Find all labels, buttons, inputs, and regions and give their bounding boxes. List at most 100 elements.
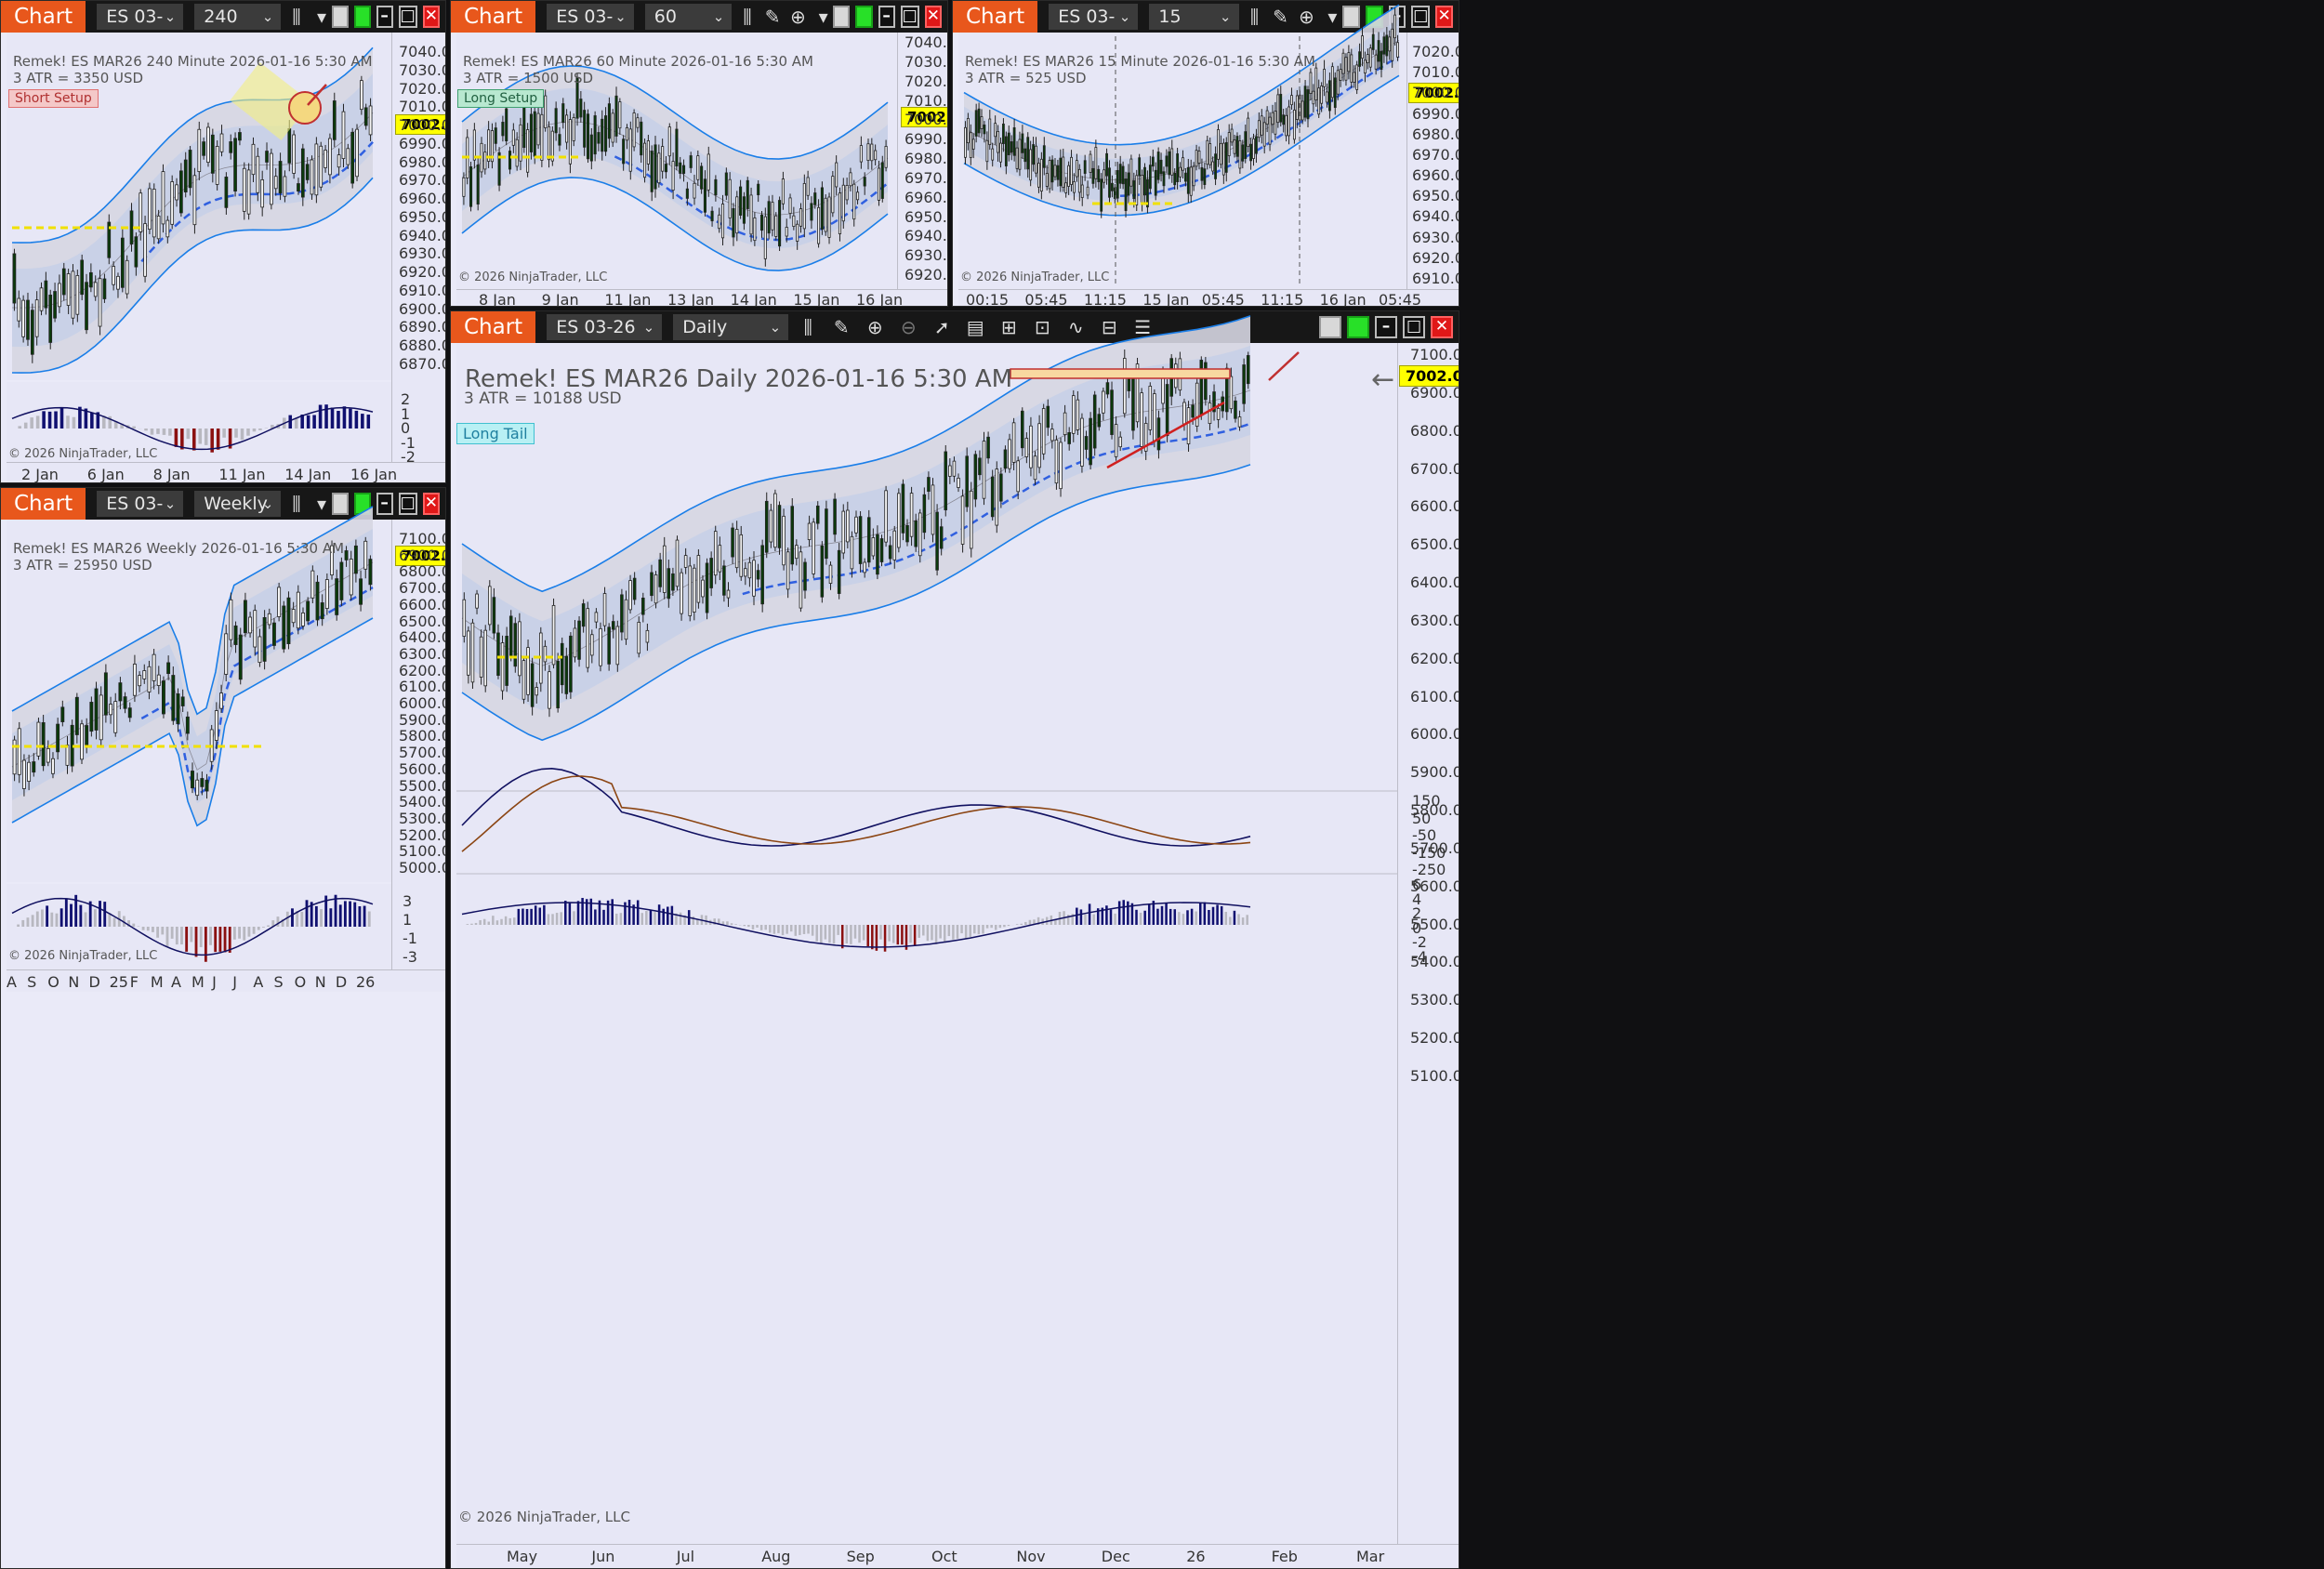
candle-body — [205, 779, 209, 792]
candle-body — [26, 299, 30, 340]
chart-title: Remek! ES MAR26 15 Minute 2026-01-16 5:3… — [965, 53, 1315, 70]
maximize-button[interactable]: □ — [1411, 6, 1431, 28]
candle-body — [1053, 165, 1057, 178]
histogram-bar — [977, 925, 981, 935]
back-arrow-icon[interactable]: ← — [1371, 363, 1395, 396]
histogram-bar — [1195, 911, 1197, 925]
close-button[interactable]: ✕ — [1435, 6, 1453, 28]
dropdown-arrow-icon[interactable]: ▾ — [818, 6, 828, 28]
zoom-in-icon[interactable]: ⊕ — [1299, 6, 1314, 28]
price-axis[interactable] — [391, 520, 445, 969]
instrument-selector[interactable]: ES 03-26⌄ — [547, 4, 634, 53]
time-axis[interactable] — [958, 289, 1459, 306]
time-axis[interactable] — [456, 1544, 1459, 1568]
bar-type-icon[interactable]: ⫼ — [292, 6, 301, 28]
price-tick: 5200.00 — [399, 825, 445, 844]
candle-body — [624, 599, 628, 640]
price-tick: 6970.00 — [399, 171, 445, 190]
period-selector[interactable]: Weekly ⌄ — [194, 491, 282, 517]
price-tick: 7020.00 — [905, 72, 947, 90]
chart-tab[interactable]: Chart — [1, 488, 86, 520]
period-selector[interactable]: Daily ⌄ — [673, 314, 789, 340]
instrument-link-button[interactable] — [353, 6, 371, 28]
close-button[interactable]: ✕ — [422, 493, 440, 515]
candle-body — [1023, 148, 1027, 163]
price-axis[interactable] — [897, 33, 947, 289]
chart-tab[interactable]: Chart — [451, 1, 536, 33]
dropdown-arrow-icon[interactable]: ▾ — [1327, 6, 1338, 28]
candle-body — [728, 178, 732, 218]
screenshot-icon[interactable]: ⊡ — [1034, 316, 1050, 338]
histogram-bar — [858, 925, 861, 943]
close-button[interactable]: ✕ — [422, 6, 440, 28]
dropdown-arrow-icon[interactable]: ▾ — [316, 6, 327, 28]
instrument-selector[interactable]: ES 03-26⌄ — [547, 314, 663, 340]
minimize-button[interactable]: – — [1375, 316, 1397, 338]
oscillator-bar — [204, 927, 207, 962]
price-axis[interactable] — [1406, 33, 1459, 289]
histogram-bar — [1156, 908, 1159, 925]
oscillator-bar — [209, 927, 212, 945]
time-axis[interactable] — [456, 289, 947, 306]
minimize-button[interactable]: – — [376, 493, 393, 515]
link-button[interactable] — [331, 493, 349, 515]
bar-type-icon[interactable]: ⫼ — [803, 316, 812, 338]
price-axis[interactable] — [391, 33, 445, 462]
time-axis[interactable] — [7, 969, 445, 992]
candle-body — [1108, 167, 1111, 198]
chart-tab[interactable]: Chart — [1, 1, 86, 33]
bar-type-icon[interactable]: ⫼ — [743, 6, 752, 28]
maximize-button[interactable]: □ — [398, 493, 417, 515]
data-box-icon[interactable]: ▤ — [966, 316, 984, 338]
strategies-icon[interactable]: ∿ — [1067, 316, 1084, 338]
candle-body — [1071, 395, 1076, 434]
bar-type-icon[interactable]: ⫼ — [1249, 6, 1260, 28]
chart-tab[interactable]: Chart — [953, 1, 1038, 33]
time-tick: 26 — [356, 973, 376, 991]
properties-icon[interactable]: ⊞ — [1000, 316, 1017, 338]
maximize-button[interactable]: □ — [398, 6, 417, 28]
close-button[interactable]: ✕ — [924, 6, 942, 28]
zoom-out-icon[interactable]: ⊖ — [900, 316, 917, 338]
list-icon[interactable]: ☰ — [1134, 316, 1152, 338]
link-button[interactable] — [833, 6, 851, 28]
maximize-button[interactable]: □ — [900, 6, 919, 28]
pencil-icon[interactable]: ✎ — [833, 316, 850, 338]
pencil-icon[interactable]: ✎ — [1273, 6, 1288, 28]
histogram-bar — [799, 925, 801, 935]
bar-type-icon[interactable]: ⫼ — [292, 493, 301, 515]
price-tick: 6900.00 — [399, 546, 445, 564]
indicators-icon[interactable]: ⊟ — [1101, 316, 1117, 338]
dropdown-arrow-icon[interactable]: ▾ — [316, 493, 327, 515]
candle-body — [1024, 438, 1029, 457]
chart-tab[interactable]: Chart — [451, 311, 536, 343]
instrument-link-button[interactable] — [855, 6, 873, 28]
link-button[interactable] — [1342, 6, 1361, 28]
close-button[interactable]: ✕ — [1431, 316, 1453, 338]
candle-body — [628, 580, 632, 611]
pencil-icon[interactable]: ✎ — [764, 6, 781, 28]
candle-body — [1192, 165, 1195, 187]
time-tick: 14 Jan — [284, 466, 332, 483]
candle-body — [219, 133, 224, 152]
zoom-in-icon[interactable]: ⊕ — [790, 6, 806, 28]
instrument-link-button[interactable] — [1347, 316, 1369, 338]
oscillator-bar — [174, 429, 178, 447]
minimize-button[interactable]: – — [376, 6, 393, 28]
histogram-bar — [1169, 908, 1172, 925]
candle-body — [771, 202, 774, 231]
zoom-in-icon[interactable]: ⊕ — [866, 316, 883, 338]
oscillator-tick: 2 — [401, 390, 411, 408]
band-fill — [964, 19, 1399, 202]
time-axis[interactable] — [7, 462, 445, 482]
candle-body — [880, 162, 884, 199]
price-axis[interactable] — [1397, 343, 1459, 1562]
candle-body — [233, 625, 238, 645]
link-button[interactable] — [331, 6, 349, 28]
minimize-button[interactable]: – — [878, 6, 895, 28]
maximize-button[interactable]: □ — [1403, 316, 1425, 338]
pointer-icon[interactable]: ➚ — [933, 316, 950, 338]
candle-body — [625, 126, 629, 141]
link-button[interactable] — [1319, 316, 1341, 338]
oscillator-bar — [127, 920, 131, 927]
